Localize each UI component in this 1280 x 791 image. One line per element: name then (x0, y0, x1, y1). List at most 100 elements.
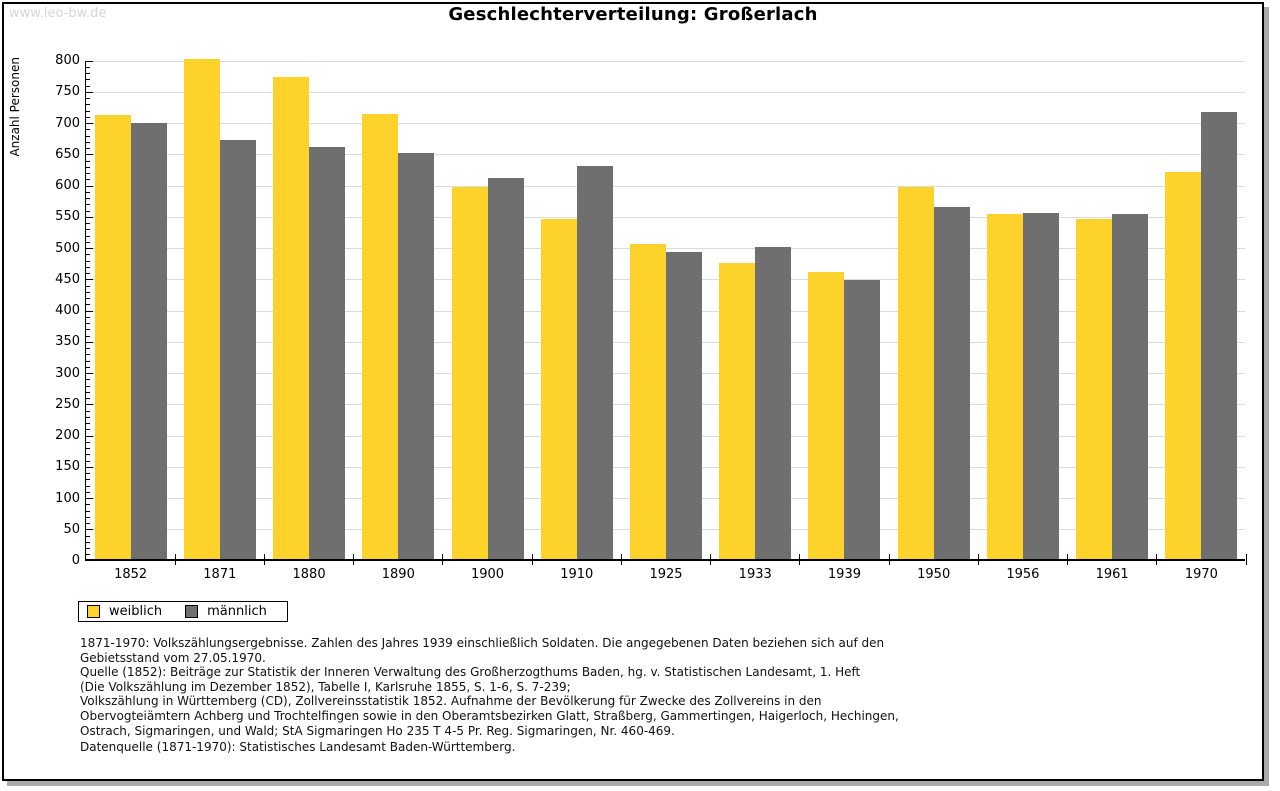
x-axis-label-1950: 1950 (917, 567, 951, 582)
x-axis-tick (353, 554, 355, 565)
maennlich-swatch-icon (185, 605, 199, 618)
y-axis-tick (86, 304, 90, 306)
y-axis-tick (86, 316, 90, 318)
x-axis-label-1925: 1925 (649, 567, 683, 582)
x-axis-tick (799, 554, 801, 565)
x-axis-tick (888, 554, 890, 565)
y-axis-tick-label: 200 (55, 428, 80, 443)
y-axis-tick (86, 173, 90, 174)
x-axis-label-1970: 1970 (1184, 567, 1218, 582)
x-axis-label-1871: 1871 (203, 567, 237, 582)
watermark: www.leo-bw.de (9, 6, 107, 21)
y-axis-tick (86, 541, 90, 543)
x-axis-tick (263, 554, 265, 565)
y-axis-tick (86, 285, 90, 287)
bar-männlich-1871 (219, 140, 256, 559)
y-axis-tick (86, 429, 90, 431)
y-axis-tick-label: 400 (55, 303, 80, 318)
gridline-800 (86, 60, 1245, 62)
y-axis-tick (86, 441, 90, 443)
y-axis-tick (86, 354, 90, 356)
y-axis-tick (86, 385, 90, 387)
bar-weiblich-1900 (451, 187, 488, 559)
bar-weiblich-1933 (719, 262, 756, 559)
bar-weiblich-1852 (94, 115, 131, 559)
bar-weiblich-1950 (897, 187, 934, 559)
footnote-line: (Die Volkszählung im Dezember 1852), Tab… (80, 679, 571, 694)
y-axis-tick (86, 154, 93, 156)
x-axis-label-1910: 1910 (560, 567, 594, 582)
bar-männlich-1880 (309, 147, 346, 559)
y-axis-tick (86, 373, 93, 374)
y-axis-title: Anzahl Personen (8, 57, 22, 157)
y-axis-tick (86, 254, 90, 256)
bar-weiblich-1970 (1165, 172, 1202, 559)
y-axis-tick (86, 279, 93, 281)
plot-area: 0 50 100 150 200 250 300 350 400 450 500 550 600 650 7… (55, 53, 1247, 582)
y-axis-tick (86, 104, 90, 106)
y-axis-tick (86, 123, 93, 124)
y-axis-tick (86, 366, 90, 368)
y-axis-tick (86, 516, 90, 518)
y-axis-tick-label: 550 (55, 209, 80, 225)
x-axis-tick (531, 554, 533, 565)
y-axis-tick (86, 266, 90, 268)
y-axis-tick (86, 110, 90, 112)
y-axis-tick (86, 329, 90, 331)
y-axis-tick (86, 391, 90, 393)
y-axis-tick (86, 548, 90, 549)
x-axis-tick (1245, 554, 1247, 565)
y-axis-tick (86, 404, 93, 406)
y-axis-tick (86, 485, 90, 487)
gridline-600 (86, 185, 1245, 187)
y-axis-tick (86, 85, 90, 87)
y-axis-tick (86, 460, 90, 462)
bar-männlich-1925 (666, 252, 702, 559)
y-axis-tick (86, 498, 93, 499)
y-axis-tick (86, 273, 90, 274)
y-axis-tick (86, 298, 90, 299)
y-axis-tick (86, 191, 90, 193)
x-axis-label-1961: 1961 (1095, 567, 1129, 582)
y-axis-tick (86, 216, 93, 218)
gridline-550 (86, 216, 1245, 218)
bar-weiblich-1880 (273, 76, 310, 559)
y-axis-tick (86, 73, 90, 74)
y-axis-tick-label: 350 (55, 334, 80, 350)
y-axis-tick-label: 700 (55, 115, 80, 131)
x-axis-label-1900: 1900 (470, 567, 505, 582)
bar-weiblich-1910 (540, 219, 577, 559)
legend-label-weiblich: weiblich (109, 604, 163, 619)
y-axis-tick (86, 435, 93, 437)
y-axis-tick (86, 466, 93, 468)
bar-weiblich-1961 (1076, 219, 1113, 559)
y-axis-tick (86, 473, 90, 474)
bar-weiblich-1890 (362, 114, 399, 559)
legend-label-maennlich: männlich (207, 604, 267, 619)
bar-männlich-1933 (755, 247, 792, 559)
y-axis-tick (86, 135, 90, 137)
y-axis-tick (86, 410, 90, 412)
y-axis-tick (86, 260, 90, 262)
y-axis-tick (86, 323, 90, 324)
bar-männlich-1890 (398, 152, 435, 559)
y-axis-tick (86, 91, 93, 93)
y-axis-tick (86, 510, 90, 512)
x-axis-tick (174, 554, 176, 565)
y-axis-tick-label: 500 (55, 240, 80, 256)
weiblich-swatch-icon (87, 605, 100, 618)
footnote-line: Obervogteiämtern Achberg und Trochtelfin… (80, 708, 899, 723)
y-axis-tick (86, 98, 90, 99)
bar-männlich-1900 (487, 177, 524, 559)
legend-item-weiblich: weiblich (87, 604, 162, 619)
y-axis-tick (86, 198, 90, 199)
bar-weiblich-1871 (183, 59, 220, 559)
y-axis-tick (86, 348, 90, 349)
y-axis-tick (86, 223, 90, 224)
y-axis-tick-label: 650 (55, 146, 80, 162)
y-axis-tick-label: 750 (55, 84, 80, 100)
legend-item-maennlich: männlich (185, 604, 267, 619)
x-axis-label-1880: 1880 (292, 567, 326, 582)
y-axis-tick (86, 60, 93, 62)
